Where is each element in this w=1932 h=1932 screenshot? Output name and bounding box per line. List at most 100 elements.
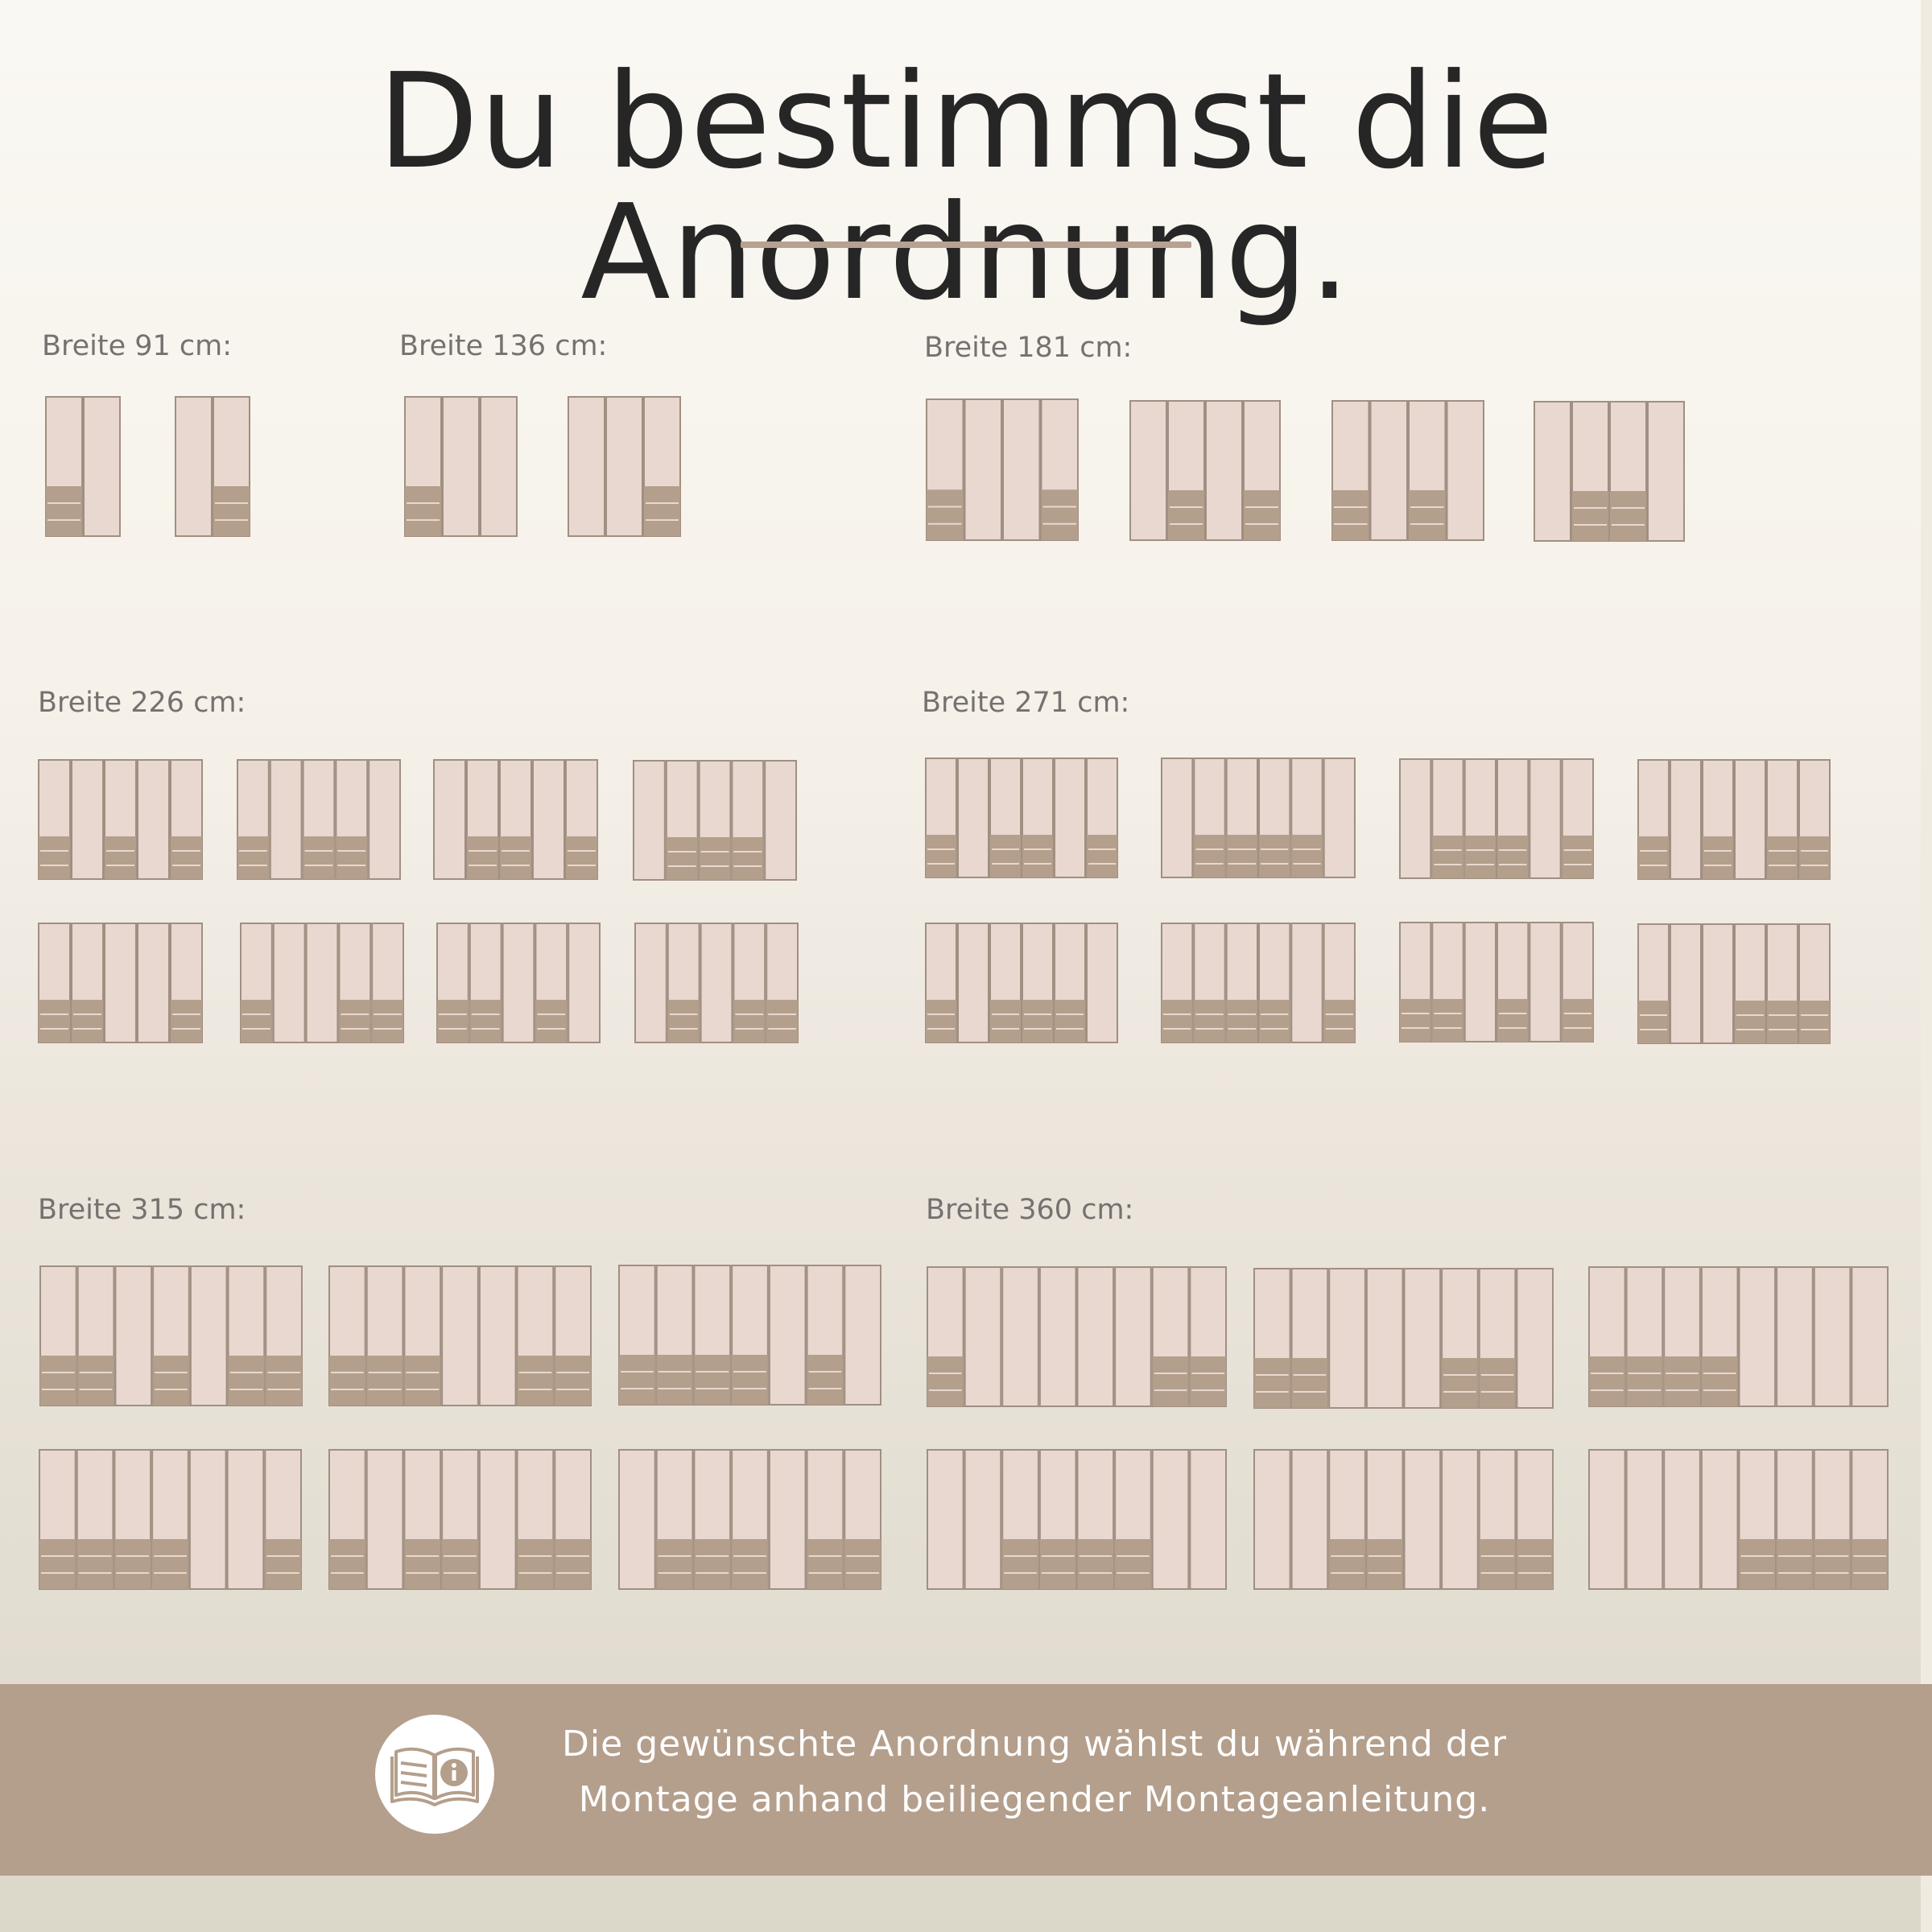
drawer-block [76, 1539, 114, 1589]
drawer-block [404, 1539, 441, 1589]
drawer-block [1194, 835, 1225, 877]
wardrobe-configuration [926, 398, 1079, 541]
wardrobe-door [1205, 400, 1243, 541]
wardrobe-configuration [38, 923, 203, 1043]
drawer-block [1087, 835, 1117, 877]
drawer-block [105, 836, 136, 879]
wardrobe-door [1399, 758, 1432, 879]
wardrobe-door [478, 1449, 517, 1590]
drawer-block [926, 1000, 956, 1042]
drawer-block [1735, 1001, 1765, 1043]
wardrobe-configuration [433, 759, 598, 880]
drawer-block [927, 1356, 964, 1406]
wardrobe-configuration [45, 396, 121, 537]
drawer-block [1799, 836, 1830, 879]
group-label-136: Breite 136 cm: [399, 330, 608, 362]
drawer-block [1517, 1539, 1553, 1589]
drawer-block [1077, 1539, 1114, 1589]
drawer-block [1767, 836, 1798, 879]
drawer-block [437, 1000, 469, 1042]
drawer-block [1703, 836, 1733, 879]
wardrobe-configuration [175, 396, 250, 537]
drawer-block [694, 1355, 731, 1405]
wardrobe-door [964, 1266, 1002, 1407]
wardrobe-configuration [1637, 759, 1831, 880]
wardrobe-configuration [39, 1265, 303, 1406]
wardrobe-door [1054, 758, 1086, 878]
wardrobe-door [1328, 1268, 1366, 1409]
wardrobe-door [844, 1265, 881, 1406]
drawer-block [329, 1539, 365, 1589]
wardrobe-door [1253, 1449, 1291, 1590]
wardrobe-door [175, 396, 213, 537]
wardrobe-door [1700, 1449, 1739, 1590]
drawer-block [372, 1000, 403, 1042]
drawer-block [442, 1539, 478, 1589]
wardrobe-door [1441, 1449, 1479, 1590]
wardrobe-door [1516, 1268, 1554, 1409]
drawer-block [1479, 1539, 1516, 1589]
drawer-block [39, 836, 70, 879]
wardrobe-door [104, 923, 137, 1043]
drawer-block [656, 1539, 693, 1589]
footer-text-line-2: Montage anhand beiliegender Montageanlei… [578, 1779, 1491, 1820]
wardrobe-door [700, 923, 733, 1043]
wardrobe-configuration [568, 396, 681, 537]
drawer-block [1055, 1000, 1085, 1042]
drawer-block [39, 1539, 76, 1589]
drawer-block [1442, 1358, 1478, 1408]
drawer-block [1626, 1356, 1663, 1406]
wardrobe-door [272, 923, 306, 1043]
drawer-block [500, 836, 531, 879]
wardrobe-configuration [634, 923, 799, 1043]
wardrobe-configuration [1161, 923, 1356, 1043]
drawer-block [1799, 1001, 1830, 1043]
wardrobe-door [532, 759, 565, 880]
drawer-block [1701, 1356, 1738, 1406]
drawer-block [171, 1000, 202, 1042]
wardrobe-configuration [39, 1449, 302, 1590]
drawer-block [467, 836, 498, 879]
wardrobe-door [1534, 401, 1571, 542]
drawer-block [926, 835, 956, 877]
drawer-block [1767, 1001, 1798, 1043]
wardrobe-door [137, 759, 170, 880]
drawer-block [228, 1356, 265, 1406]
drawer-block [1254, 1358, 1290, 1408]
drawer-block [807, 1355, 844, 1405]
wardrobe-configuration [927, 1266, 1227, 1407]
drawer-block [927, 489, 964, 540]
wardrobe-door [1734, 759, 1766, 880]
wardrobe-door [433, 759, 466, 880]
wardrobe-door [927, 1449, 964, 1590]
drawer-block [1497, 836, 1529, 878]
group-label-271: Breite 271 cm: [922, 687, 1130, 719]
wardrobe-door [957, 923, 989, 1043]
drawer-block [1115, 1539, 1151, 1589]
wardrobe-door [1076, 1266, 1115, 1407]
wardrobe-door [189, 1265, 228, 1406]
group-label-360: Breite 360 cm: [926, 1194, 1134, 1226]
drawer-block [1329, 1539, 1365, 1589]
drawer-block [404, 1356, 441, 1406]
wardrobe-door [365, 1449, 404, 1590]
drawer-block [1162, 1000, 1193, 1042]
drawer-block [469, 1000, 502, 1042]
wardrobe-door [441, 1265, 479, 1406]
drawer-block [152, 1539, 188, 1589]
drawer-block [1777, 1539, 1813, 1589]
drawer-block [1664, 1356, 1700, 1406]
drawer-block [1226, 835, 1257, 877]
drawer-block [1479, 1358, 1516, 1408]
drawer-block [1291, 1358, 1328, 1408]
wardrobe-door [964, 1449, 1002, 1590]
drawer-block [153, 1356, 189, 1406]
footer-banner [0, 1684, 1932, 1876]
wardrobe-door [1001, 1266, 1039, 1407]
drawer-block [1432, 836, 1463, 878]
wardrobe-door [1161, 758, 1194, 878]
drawer-block [329, 1356, 365, 1406]
drawer-block [1497, 999, 1529, 1042]
wardrobe-door [71, 759, 104, 880]
